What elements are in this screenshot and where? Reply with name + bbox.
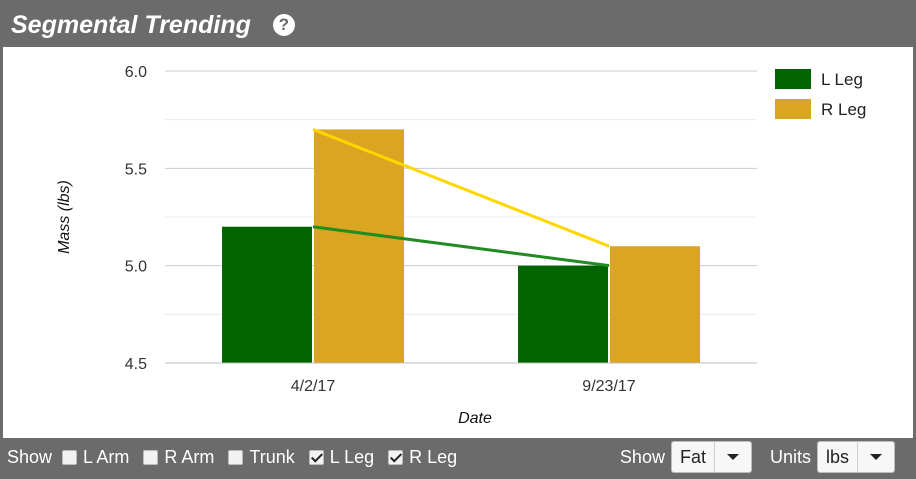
bar-r-leg (314, 129, 404, 363)
units-select-label: Units (769, 446, 811, 467)
chart-controls: Show L Arm R Arm Trunk L Leg R Leg Show … (3, 438, 913, 476)
y-tick-label: 4.5 (125, 356, 147, 373)
checkbox-r-arm-label: R Arm (164, 446, 215, 467)
y-tick-label: 6.0 (125, 64, 147, 81)
legend-swatch (775, 69, 811, 89)
y-axis-title: Mass (lbs) (56, 180, 73, 254)
show-series-label: Show (7, 446, 53, 467)
toggle-r-leg[interactable]: R Leg (388, 447, 457, 468)
trend-line-l-leg (312, 225, 610, 268)
legend-label: L Leg (821, 70, 863, 89)
trend-line-r-leg (312, 128, 610, 248)
checkbox-r-leg[interactable] (388, 449, 404, 465)
panel-header: Segmental Trending ? (3, 3, 913, 47)
units-select[interactable]: lbs (816, 441, 895, 473)
chevron-down-icon[interactable] (858, 442, 894, 472)
bar-r-leg (610, 246, 700, 363)
trend-chart: 4.5 5.0 5.5 6.0 Mass (lbs) 4/2/17 9/23/17 Date L… (56, 64, 866, 427)
checkbox-trunk-label: Trunk (249, 446, 295, 467)
checkbox-l-leg[interactable] (308, 449, 324, 465)
checkbox-r-arm[interactable] (143, 449, 159, 465)
legend-label: R Leg (821, 100, 866, 119)
x-tick-label: 9/23/17 (582, 378, 635, 395)
toggle-r-arm[interactable]: R Arm (143, 447, 214, 468)
checkbox-l-arm[interactable] (62, 449, 78, 465)
show-select-group: Show Fat (620, 441, 752, 473)
units-select-value: lbs (818, 442, 858, 472)
bar-l-leg (222, 226, 312, 363)
units-select-group: Units lbs (770, 441, 895, 473)
show-select-value: Fat (672, 442, 715, 472)
toggle-l-leg[interactable]: L Leg (308, 446, 375, 468)
chart-area: 4.5 5.0 5.5 6.0 Mass (lbs) 4/2/17 9/23/17 Date L… (3, 47, 913, 439)
toggle-l-arm[interactable]: L Arm (62, 447, 129, 468)
show-select-label: Show (619, 446, 665, 467)
y-tick-label: 5.5 (125, 161, 147, 178)
show-select[interactable]: Fat (670, 441, 752, 473)
help-icon[interactable]: ? (272, 14, 295, 36)
x-axis-title: Date (458, 410, 492, 427)
bar-l-leg (518, 265, 608, 363)
checkbox-l-arm-label: L Arm (83, 446, 130, 467)
checkbox-trunk[interactable] (228, 449, 244, 465)
checkbox-l-leg-label: L Leg (329, 446, 375, 467)
y-tick-label: 5.0 (125, 259, 147, 276)
toggle-trunk[interactable]: Trunk (228, 446, 295, 468)
x-tick-label: 4/2/17 (291, 378, 336, 395)
legend-swatch (775, 99, 811, 119)
chevron-down-icon[interactable] (715, 442, 751, 472)
panel-title: Segmental Trending (11, 10, 251, 39)
checkbox-r-leg-label: R Leg (409, 446, 458, 467)
